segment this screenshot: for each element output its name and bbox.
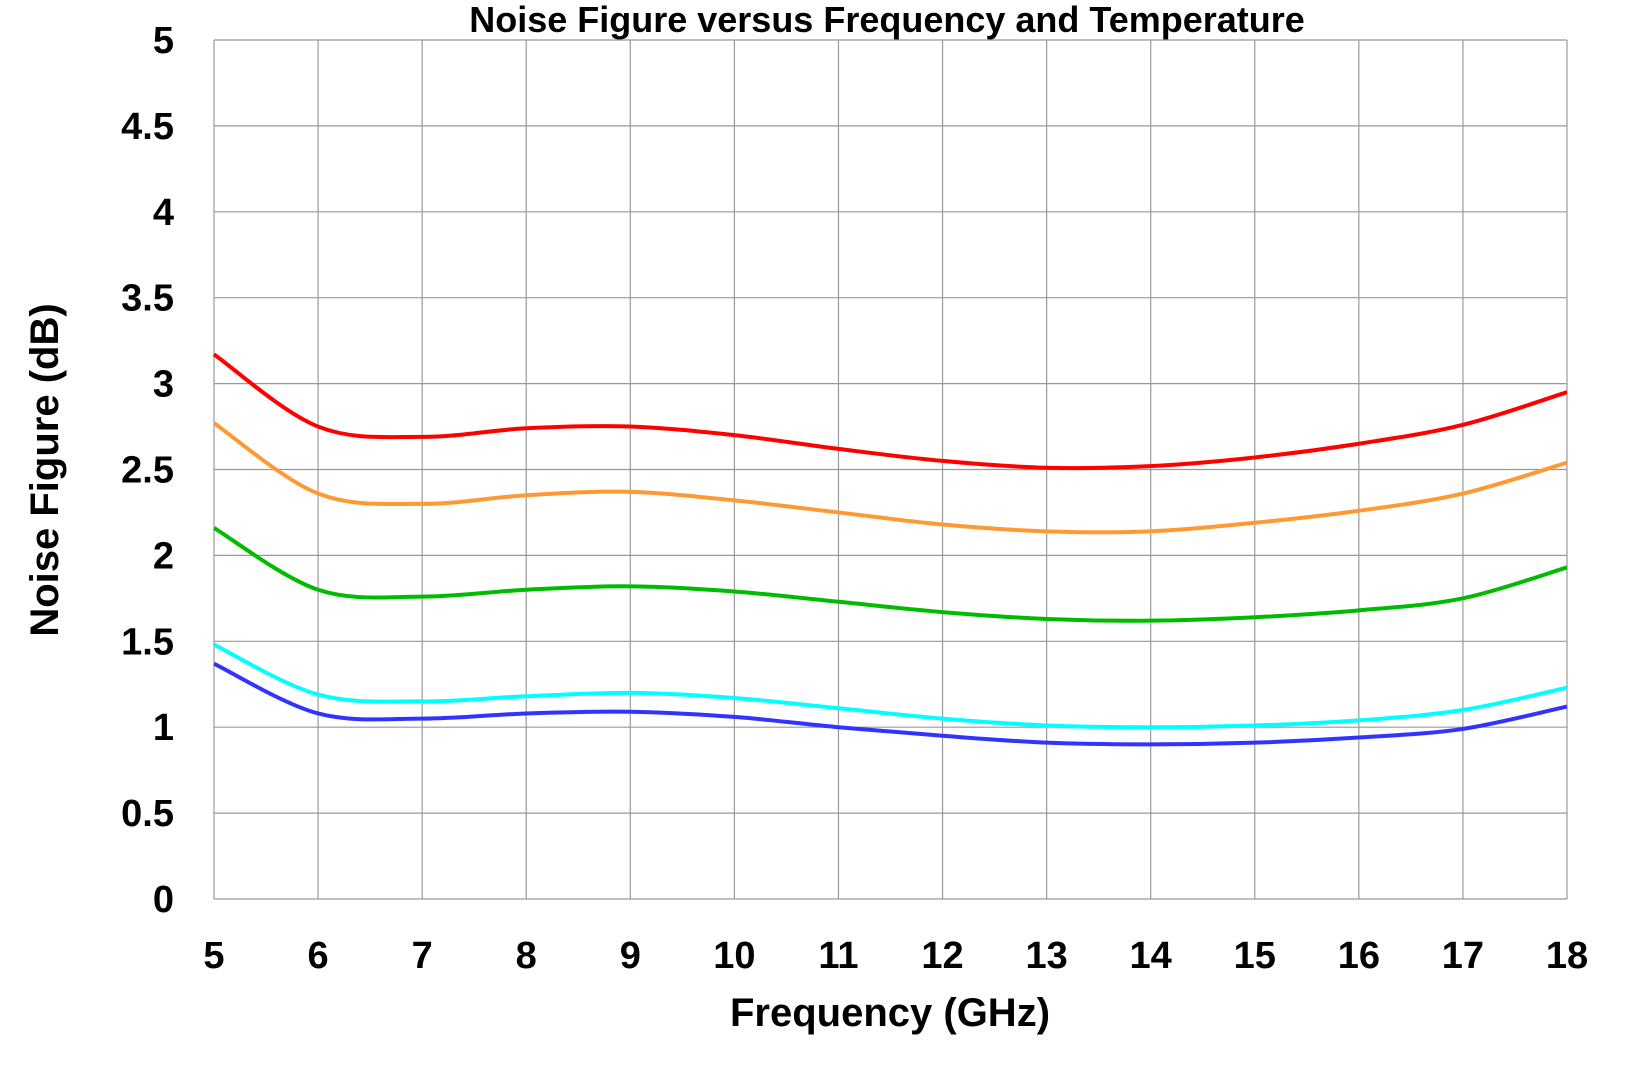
y-tick-label: 2.5 bbox=[121, 450, 174, 492]
x-tick-label: 11 bbox=[818, 935, 858, 977]
y-tick-label: 4.5 bbox=[121, 106, 174, 148]
series-line-2 bbox=[212, 421, 1568, 535]
x-tick-label: 15 bbox=[1234, 935, 1276, 977]
grid bbox=[213, 39, 1568, 900]
x-tick-label: 10 bbox=[713, 935, 755, 977]
y-tick-label: 5 bbox=[153, 20, 174, 62]
series-line-1 bbox=[212, 352, 1568, 471]
y-tick-labels: 0 0.5 1 1.5 2 2.5 3 3.5 4 4.5 5 bbox=[121, 20, 174, 921]
x-tick-label: 6 bbox=[308, 935, 329, 977]
x-axis-label: Frequency (GHz) bbox=[730, 991, 1050, 1035]
x-tick-label: 18 bbox=[1546, 935, 1588, 977]
x-tick-label: 16 bbox=[1338, 935, 1380, 977]
x-tick-label: 5 bbox=[203, 935, 224, 977]
y-tick-label: 1.5 bbox=[121, 621, 174, 663]
y-tick-label: 4 bbox=[153, 192, 174, 234]
series-lines bbox=[212, 352, 1568, 747]
y-tick-label: 3.5 bbox=[121, 278, 174, 320]
x-tick-label: 7 bbox=[412, 935, 433, 977]
x-tick-label: 12 bbox=[921, 935, 963, 977]
y-tick-label: 2 bbox=[153, 535, 174, 577]
series-line-3 bbox=[212, 526, 1568, 623]
x-tick-label: 13 bbox=[1025, 935, 1067, 977]
y-tick-label: 0.5 bbox=[121, 793, 174, 835]
y-axis-label: Noise Figure (dB) bbox=[23, 303, 67, 636]
x-tick-label: 17 bbox=[1442, 935, 1484, 977]
x-tick-labels: 5 6 7 8 9 10 11 12 13 14 15 16 17 18 bbox=[203, 935, 1588, 977]
series-line-5 bbox=[213, 661, 1568, 747]
series-line-4 bbox=[213, 642, 1568, 730]
chart-title: Noise Figure versus Frequency and Temper… bbox=[469, 0, 1305, 40]
x-tick-label: 8 bbox=[516, 935, 537, 977]
y-tick-label: 0 bbox=[153, 879, 174, 921]
x-tick-label: 9 bbox=[620, 935, 641, 977]
y-tick-label: 1 bbox=[153, 707, 174, 749]
y-tick-label: 3 bbox=[153, 364, 174, 406]
x-tick-label: 14 bbox=[1130, 935, 1172, 977]
